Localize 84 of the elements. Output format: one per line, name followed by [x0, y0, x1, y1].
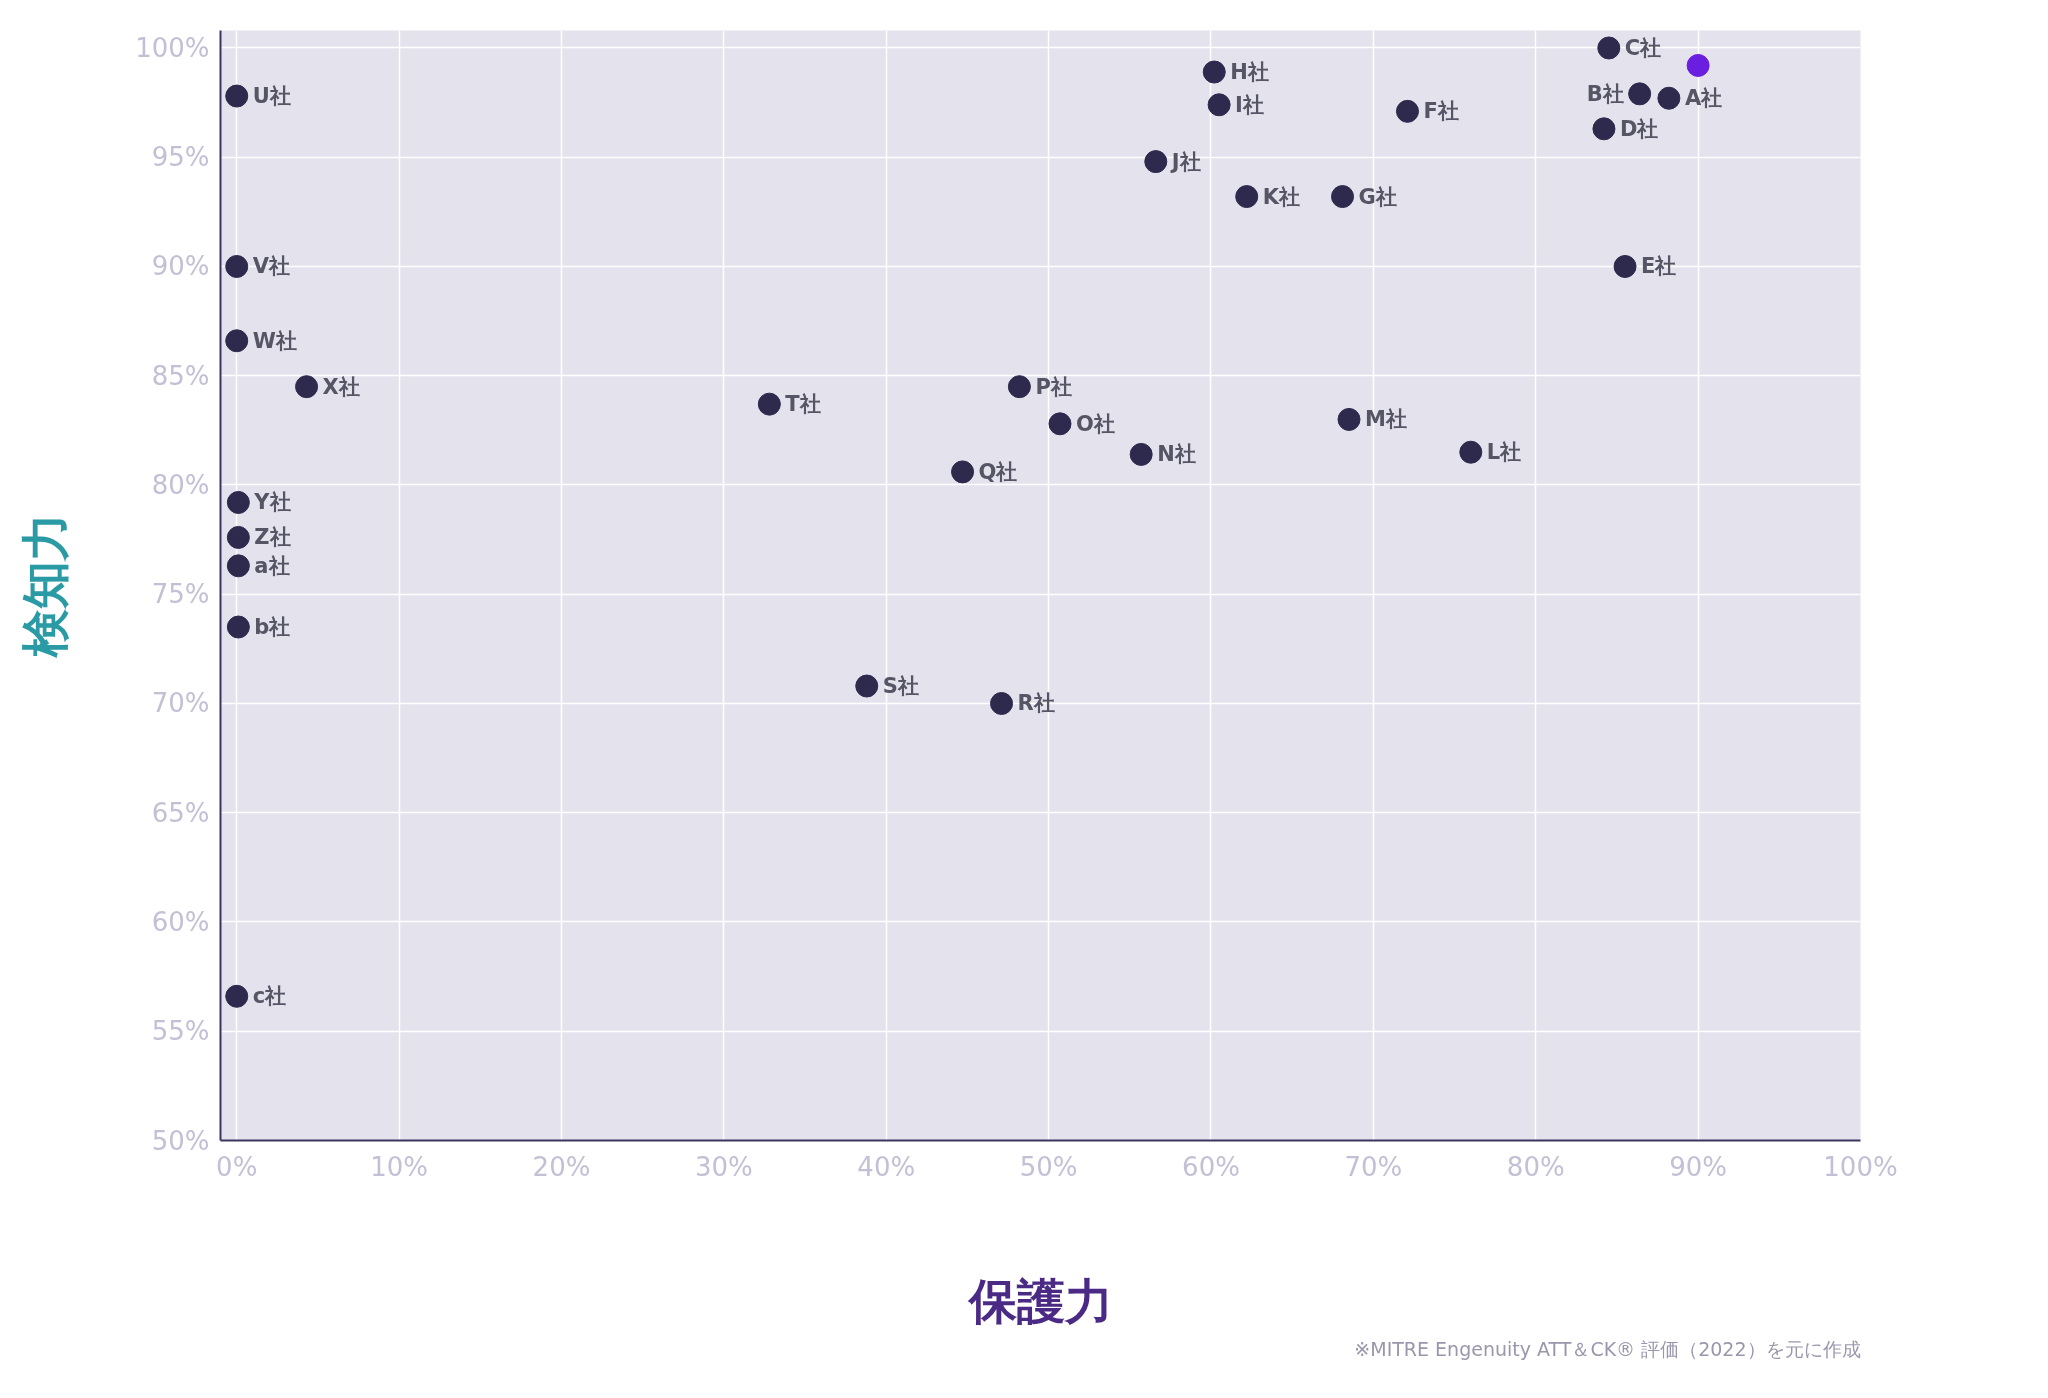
- x-tick-label: 90%: [1669, 1151, 1728, 1182]
- annotation: V社: [252, 254, 290, 279]
- point: [1337, 407, 1361, 431]
- annotation: X社: [322, 374, 360, 399]
- y-tick-label: 50%: [151, 1125, 210, 1156]
- annotation: F社: [1423, 99, 1459, 124]
- x-tick-label: 0%: [216, 1151, 258, 1182]
- y-axis-title: 検知力: [19, 513, 73, 660]
- y-tick-label: 80%: [151, 469, 210, 500]
- point: [226, 615, 250, 639]
- annotation: R社: [1017, 691, 1055, 716]
- point: [295, 375, 319, 399]
- point: [1007, 375, 1031, 399]
- annotation: D社: [1619, 116, 1659, 141]
- text: ※MITRE Engenuity ATT＆CK® 評価（2022）を元に作成: [1354, 1337, 1861, 1360]
- annotation: L社: [1486, 440, 1522, 465]
- x-tick-label: 50%: [1019, 1151, 1078, 1182]
- point: [1331, 185, 1355, 209]
- y-tick-label: 60%: [151, 907, 210, 937]
- annotation: a社: [254, 553, 290, 578]
- annotation: Z社: [254, 525, 291, 550]
- point: [1235, 185, 1259, 209]
- annotation: P社: [1035, 374, 1072, 399]
- annotation: E社: [1641, 254, 1677, 279]
- annotation: C社: [1624, 35, 1662, 60]
- point: [1048, 412, 1072, 436]
- y-tick-label: 100%: [135, 32, 210, 63]
- point: [1202, 60, 1226, 84]
- point: [951, 460, 975, 484]
- point: [225, 255, 249, 278]
- annotation: I社: [1235, 92, 1264, 117]
- point: [1207, 93, 1231, 117]
- point: [1686, 53, 1710, 77]
- y-tick-label: 65%: [151, 797, 210, 828]
- y-tick-label: 70%: [151, 688, 210, 719]
- annotation: K社: [1262, 184, 1300, 209]
- point: [1628, 82, 1652, 106]
- point: [1459, 440, 1483, 464]
- point: [990, 692, 1014, 715]
- annotation: T社: [785, 392, 821, 417]
- point: [757, 392, 781, 416]
- annotation: G社: [1358, 184, 1397, 209]
- annotation: U社: [252, 84, 291, 109]
- y-tick-label: 85%: [151, 360, 210, 391]
- y-tick-label: 55%: [151, 1016, 210, 1047]
- annotation: c社: [252, 984, 287, 1009]
- x-tick-label: 40%: [857, 1151, 916, 1182]
- annotation: S社: [882, 674, 919, 699]
- point: [1597, 36, 1621, 60]
- annotation: H社: [1230, 60, 1269, 85]
- x-tick-label: 100%: [1823, 1151, 1898, 1182]
- x-tick-label: 60%: [1182, 1151, 1240, 1182]
- annotation: W社: [252, 328, 297, 353]
- x-axis-title: 保護力: [966, 1274, 1113, 1328]
- point: [1395, 99, 1419, 123]
- annotation: Q社: [978, 459, 1018, 484]
- point: [226, 490, 250, 514]
- point: [1129, 442, 1153, 466]
- annotation: B社: [1586, 81, 1624, 106]
- y-tick-label: 75%: [151, 579, 210, 610]
- x-tick-label: 20%: [532, 1151, 591, 1182]
- point: [1613, 255, 1637, 278]
- y-tick-label: 90%: [151, 251, 210, 282]
- annotation: A社: [1684, 86, 1723, 111]
- x-tick-label: 30%: [694, 1151, 753, 1182]
- x-tick-label: 10%: [370, 1151, 429, 1182]
- annotation: M社: [1365, 407, 1407, 432]
- annotation: O社: [1075, 411, 1115, 436]
- point: [226, 554, 250, 578]
- point: [225, 329, 249, 353]
- point: [225, 84, 249, 108]
- y-tick-label: 95%: [151, 142, 210, 173]
- point: [1592, 117, 1616, 141]
- point: [225, 984, 249, 1008]
- point: [226, 525, 250, 549]
- x-tick-label: 80%: [1506, 1151, 1565, 1182]
- point: [1144, 150, 1168, 174]
- annotation: N社: [1157, 442, 1196, 467]
- annotation: J社: [1169, 149, 1201, 174]
- point: [855, 674, 879, 698]
- x-tick-label: 70%: [1344, 1151, 1403, 1182]
- point: [1657, 86, 1681, 110]
- annotation: Y社: [253, 490, 291, 515]
- annotation: b社: [254, 615, 291, 640]
